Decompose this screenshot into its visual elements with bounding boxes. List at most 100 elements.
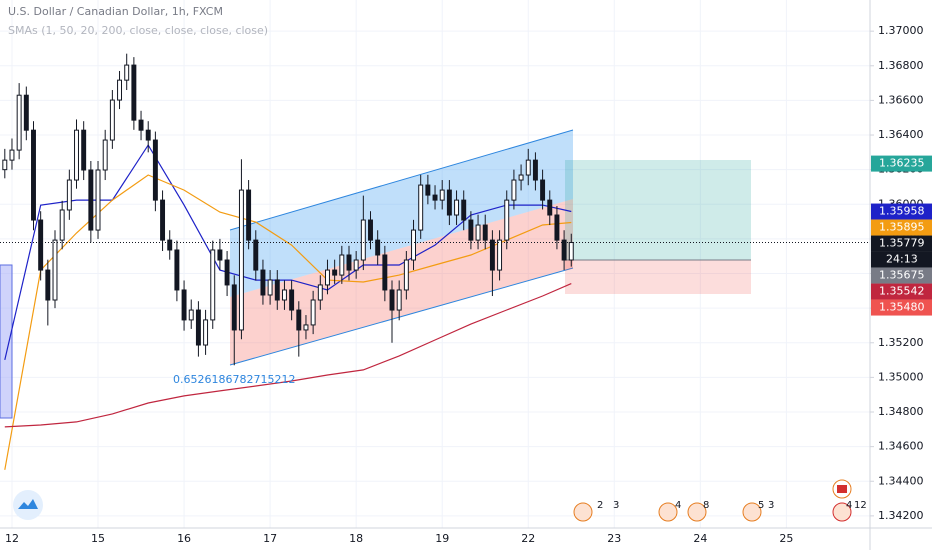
candle-body [396,289,402,311]
candle-body [88,169,94,231]
candle-body [59,209,65,241]
event-icon[interactable] [573,502,593,522]
candle-body [188,309,194,321]
event-count: 4 [675,500,681,511]
price-tag-label: 1.35895 [879,221,925,234]
channel-upper [230,130,573,297]
candle-body [195,309,201,346]
candle-body [109,99,115,141]
candle-body [131,64,137,121]
x-tick-label: 16 [177,532,191,545]
y-tick-label: 1.36800 [878,59,924,72]
stop-zone [565,260,751,294]
x-tick-label: 23 [607,532,621,545]
x-tick-label: 19 [435,532,449,545]
price-tag-label: 1.35675 [879,269,925,282]
candle-body [138,119,144,131]
candle-body [167,239,173,251]
x-tick-label: 24 [693,532,707,545]
candle-body [418,184,424,231]
candle-body [31,129,36,221]
event-icon[interactable] [742,502,762,522]
price-tag-label: 1.35779 [879,237,925,250]
candle-body [511,179,517,201]
candle-body [353,259,359,271]
candle-body [52,239,58,301]
candle-body [547,199,553,216]
flag [837,485,847,493]
candle-body [81,129,87,171]
candle-body [325,269,330,286]
indicator-legend: SMAs (1, 50, 20, 200, close, close, clos… [8,24,268,37]
x-tick-label: 17 [263,532,277,545]
y-tick-label: 1.35200 [878,336,924,349]
price-tag [871,155,932,172]
y-tick-label: 1.34400 [878,474,924,487]
event-count: 3 [613,500,619,511]
candle-body [174,249,180,291]
event-icon[interactable] [658,502,678,522]
price-tag [871,203,932,220]
candle-body [568,242,574,261]
candle-body [540,179,546,201]
event-count: 8 [703,500,709,511]
candle-body [403,259,409,291]
candle-body [332,269,338,276]
price-tag [871,219,932,236]
plot [0,53,870,470]
candle-body [253,239,259,271]
countdown-box [871,251,932,268]
candle-body [238,189,244,331]
candle-body [102,139,108,171]
candle-body [296,309,302,331]
event-icon[interactable] [687,502,707,522]
price-tag-label: 1.35480 [879,301,925,314]
price-tag [871,299,932,316]
candle-body [267,279,273,296]
countdown: 24:13 [886,253,918,266]
target-zone [565,160,751,260]
logo-mark [18,499,38,509]
candle-body [375,239,381,256]
x-tick-label: 18 [349,532,363,545]
candle-body [9,149,15,161]
candle-body [317,284,323,301]
drawn-box [0,264,13,419]
candle-body [160,199,166,241]
price-tag-label: 1.35958 [879,205,925,218]
candle-body [145,129,151,141]
candle-body [23,94,29,131]
axis-labels: 1.34200 1.34400 1.34600 1.34800 1.35000 1.352… [5,24,932,545]
annotation: 0.6526186782715212 [173,373,295,386]
candle-body [310,299,316,326]
candle-body [260,269,266,296]
candle-body [425,184,431,196]
candle-body [303,324,309,331]
candle-body [525,159,531,176]
channel-line [229,129,574,231]
event-icon[interactable] [832,502,852,522]
candle-body [368,219,373,241]
candle-body [489,239,495,271]
candle-body [346,254,352,271]
chart-title: U.S. Dollar / Canadian Dollar, 1h, FXCM [8,5,223,18]
candle-body [382,254,388,291]
candle-body [554,214,560,241]
candle-body [66,179,72,211]
y-tick-label: 1.36400 [878,128,924,141]
event-count: 4 [846,500,852,511]
candle-body [360,219,366,261]
y-tick-label: 1.37000 [878,24,924,37]
y-tick-label: 1.34200 [878,509,924,522]
y-tick-label: 1.34600 [878,440,924,453]
event-count: 2 [597,500,603,511]
x-tick-label: 15 [91,532,105,545]
candle-body [95,169,101,231]
y-tick-label: 1.35000 [878,370,924,383]
candle-body [461,199,467,221]
logo[interactable] [13,490,43,520]
candle-body [181,289,187,321]
price-tag [871,267,932,284]
candle-body [289,289,295,311]
